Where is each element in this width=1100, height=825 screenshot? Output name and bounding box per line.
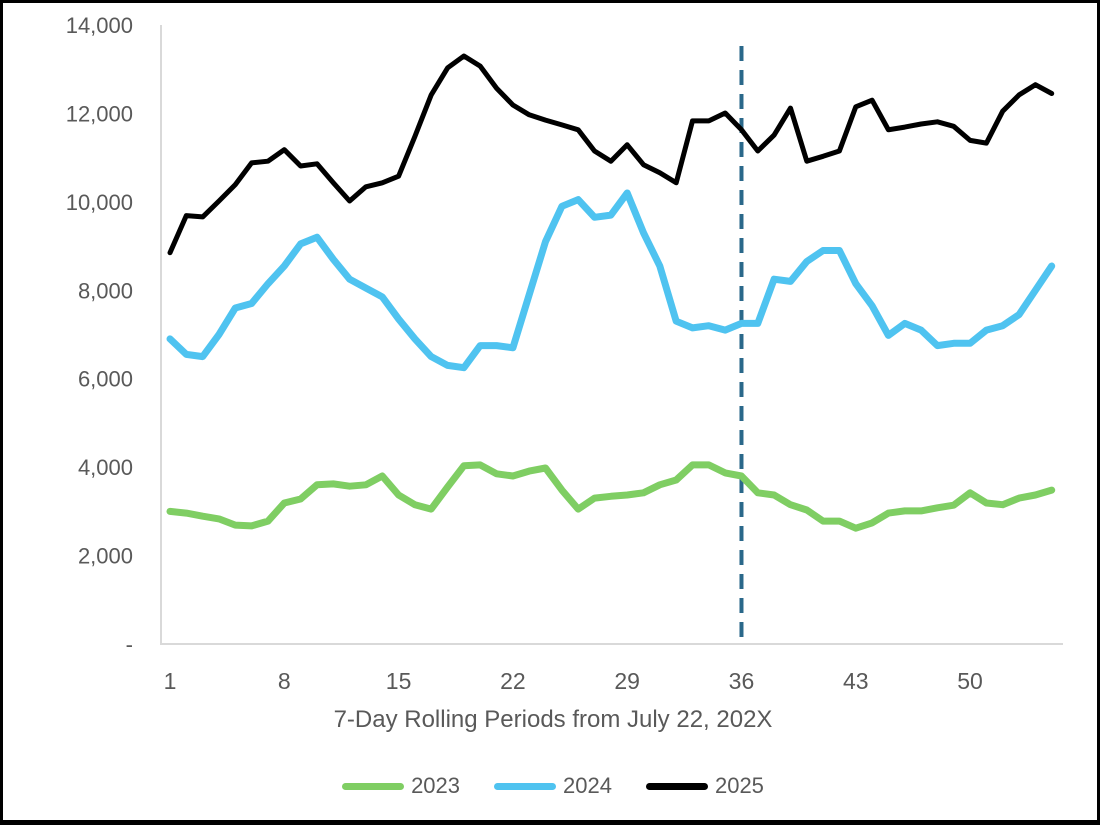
x-tick-label: 36: [729, 668, 755, 694]
y-tick-label: 2,000: [78, 544, 133, 569]
line-chart-canvas: 14,000 12,000 10,000 8,000 6,000 4,000 2,000 - 1…: [66, 13, 1063, 694]
legend-label: 2023: [411, 773, 461, 798]
x-tick-label: 29: [614, 668, 640, 694]
legend-item-2024: 2024: [494, 773, 612, 799]
y-tick-label: 8,000: [78, 278, 133, 303]
series-line-2023: [166, 461, 1056, 532]
x-tick-label: 43: [843, 668, 869, 694]
y-tick-label: 4,000: [78, 455, 133, 480]
y-tick-label: 12,000: [66, 101, 133, 126]
legend-item-2025: 2025: [645, 773, 764, 799]
y-tick-label: -: [126, 632, 133, 657]
legend-item-2023: 2023: [342, 773, 460, 799]
y-tick-label: 10,000: [66, 190, 133, 215]
series-line-2024: [166, 189, 1056, 372]
chart-legend: 2023 2024 2025: [3, 773, 1097, 799]
y-tick-label: 6,000: [78, 367, 133, 392]
legend-label: 2025: [714, 773, 764, 798]
legend-label: 2024: [563, 773, 612, 798]
x-tick-label: 15: [386, 668, 412, 694]
x-axis-title: 7-Day Rolling Periods from July 22, 202X: [333, 706, 773, 733]
x-tick-label: 8: [278, 668, 291, 694]
y-tick-label: 14,000: [66, 13, 133, 38]
series-line-2025: [167, 53, 1055, 256]
x-tick-label: 50: [957, 668, 983, 694]
legend-swatch-icon: [494, 782, 557, 790]
x-tick-label: 22: [500, 668, 526, 694]
legend-swatch-icon: [342, 782, 405, 790]
legend-swatch-icon: [645, 782, 708, 790]
x-tick-label: 1: [164, 668, 177, 694]
